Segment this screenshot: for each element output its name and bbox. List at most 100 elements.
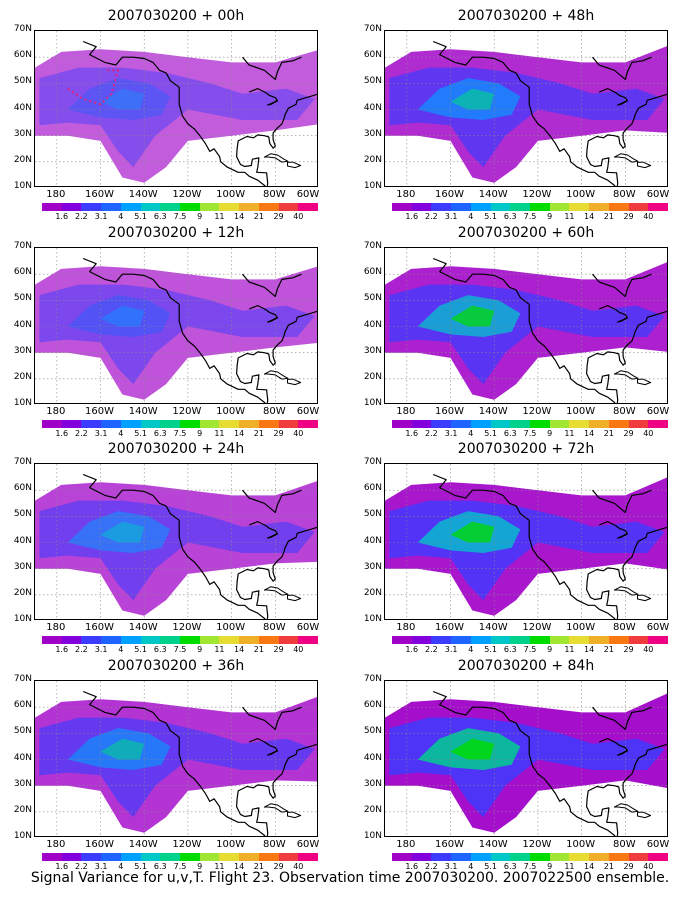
- colorbar-label: 40: [643, 212, 654, 221]
- colorbar-swatch: [258, 636, 279, 644]
- colorbar-label: 11: [564, 645, 575, 654]
- colorbar-label: 6.3: [153, 429, 167, 438]
- longitude-label: 140W: [128, 189, 158, 200]
- variance-map: [35, 464, 317, 619]
- colorbar-label: 5.1: [484, 429, 497, 438]
- coastline: [82, 473, 266, 619]
- longitude-label: 180: [46, 839, 66, 850]
- coastline: [592, 489, 652, 514]
- latitude-label: 30N: [363, 128, 382, 139]
- longitude-label: 60W: [646, 622, 670, 633]
- latitude-label: 40N: [363, 102, 382, 113]
- longitude-label: 80W: [612, 839, 636, 850]
- panel-title: 2007030200 + 84h: [457, 658, 595, 674]
- colorbar-label: 2.2: [425, 429, 438, 438]
- longitude-label: 180: [46, 622, 66, 633]
- colorbar-swatch: [120, 203, 141, 211]
- longitude-label: 180: [46, 406, 66, 417]
- coastline: [592, 706, 652, 731]
- colorbar-label: 7.5: [173, 429, 187, 438]
- colorbar-swatch: [298, 636, 319, 644]
- colorbar-swatch: [510, 203, 531, 211]
- map-panel: [384, 463, 668, 620]
- colorbar-swatch: [199, 636, 220, 644]
- colorbar-label: 40: [293, 212, 304, 221]
- longitude-label: 160W: [435, 622, 465, 633]
- latitude-label: 20N: [13, 587, 32, 598]
- panel-title: 2007030200 + 24h: [107, 441, 245, 457]
- latitude-label: 40N: [13, 102, 32, 113]
- island-coastline: [287, 811, 302, 819]
- latitude-label: 10N: [13, 614, 32, 624]
- colorbar-swatch: [608, 420, 629, 428]
- colorbar-label: 7.5: [173, 645, 187, 654]
- latitude-label: 40N: [13, 752, 32, 763]
- coastline: [236, 310, 317, 403]
- colorbar-label: 21: [253, 212, 264, 221]
- latitude-label: 30N: [13, 778, 32, 789]
- colorbar-swatch: [569, 420, 590, 428]
- latitude-label: 50N: [13, 76, 32, 87]
- variance-contour: [35, 49, 317, 183]
- colorbar-label: 14: [234, 212, 245, 221]
- colorbar-swatch: [180, 420, 200, 428]
- colorbar-label: 6.3: [503, 645, 517, 654]
- colorbar-label: 21: [253, 862, 264, 871]
- colorbar-label: 7.5: [523, 862, 537, 871]
- colorbar-swatch: [120, 420, 141, 428]
- colorbar-swatch: [239, 853, 259, 861]
- longitude-label: 100W: [566, 839, 596, 850]
- island-coastline: [287, 378, 302, 386]
- coastline: [432, 40, 616, 186]
- coastline: [432, 473, 616, 619]
- colorbar-label: 11: [214, 429, 225, 438]
- colorbar-label: 11: [214, 862, 225, 871]
- colorbar-label: 3.1: [444, 212, 458, 221]
- colorbar-label: 9: [547, 645, 553, 654]
- latitude-label: 50N: [13, 509, 32, 520]
- colorbar-label: 14: [584, 429, 595, 438]
- colorbar-swatch: [120, 853, 141, 861]
- colorbar-label: 21: [603, 429, 614, 438]
- colorbar-swatch: [530, 853, 550, 861]
- latitude-label: 70N: [363, 674, 382, 684]
- colorbar-label: 29: [273, 645, 284, 654]
- latitude-label: 70N: [13, 457, 32, 467]
- map-panel: [384, 30, 668, 187]
- coastline: [432, 257, 616, 403]
- colorbar: [392, 636, 669, 644]
- colorbar-label: 5.1: [484, 212, 497, 221]
- colorbar-swatch: [411, 203, 432, 211]
- colorbar-label: 40: [643, 429, 654, 438]
- coastline: [598, 520, 629, 539]
- colorbar-swatch: [490, 853, 511, 861]
- colorbar-label: 4: [118, 862, 124, 871]
- panel-title: 2007030200 + 00h: [107, 8, 245, 24]
- colorbar-label: 4: [468, 862, 474, 871]
- colorbar-label: 40: [643, 645, 654, 654]
- colorbar-label: 4: [468, 212, 474, 221]
- colorbar-swatch: [490, 420, 511, 428]
- colorbar-swatch: [258, 853, 279, 861]
- latitude-label: 60N: [13, 700, 32, 711]
- latitude-label: 40N: [363, 752, 382, 763]
- colorbar-swatch: [569, 203, 590, 211]
- latitude-label: 30N: [13, 128, 32, 139]
- colorbar-swatch: [160, 203, 181, 211]
- latitude-label: 70N: [363, 457, 382, 467]
- panel-title: 2007030200 + 48h: [457, 8, 595, 24]
- colorbar-swatch: [392, 420, 412, 428]
- map-panel: [34, 30, 318, 187]
- coastline: [598, 737, 629, 756]
- colorbar-label: 3.1: [94, 862, 108, 871]
- colorbar-swatch: [61, 636, 82, 644]
- colorbar-label: 29: [623, 645, 634, 654]
- colorbar-label: 4: [468, 645, 474, 654]
- colorbar-label: 11: [564, 429, 575, 438]
- colorbar-swatch: [42, 636, 62, 644]
- latitude-label: 10N: [363, 181, 382, 191]
- latitude-label: 20N: [363, 371, 382, 382]
- longitude-label: 80W: [612, 622, 636, 633]
- latitude-label: 70N: [13, 674, 32, 684]
- colorbar-swatch: [628, 420, 649, 428]
